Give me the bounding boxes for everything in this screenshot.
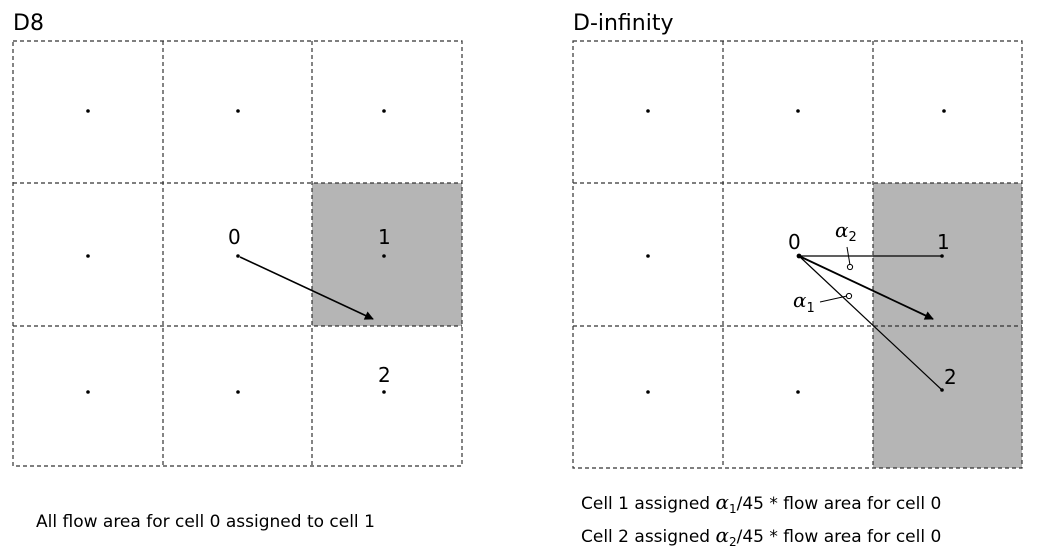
alpha2-label: α2 bbox=[835, 218, 857, 245]
dinf-center-dot bbox=[646, 390, 650, 394]
dinf-panel: D-infinity 0 1 2 bbox=[572, 11, 1023, 549]
dinf-caption-cell2: Cell 2 assigned α2/45 * flow area for ce… bbox=[581, 523, 941, 549]
dinf-center-dot bbox=[796, 390, 800, 394]
dinf-facet-line-2 bbox=[798, 255, 943, 391]
dinf-label-1: 1 bbox=[937, 230, 950, 254]
dinf-center-dot bbox=[796, 109, 800, 113]
d8-shaded-cell-1 bbox=[312, 183, 462, 326]
d8-grid bbox=[12, 40, 463, 467]
alpha1-leader bbox=[819, 295, 848, 303]
dinf-flow-arrow bbox=[798, 255, 934, 320]
dinf-caption-cell1: Cell 1 assigned α1/45 * flow area for ce… bbox=[581, 490, 941, 516]
d8-center-dot bbox=[382, 254, 386, 258]
dinf-title: D-infinity bbox=[573, 11, 674, 36]
d8-center-dot bbox=[236, 254, 240, 258]
d8-caption: All flow area for cell 0 assigned to cel… bbox=[36, 512, 375, 532]
dinf-center-dot bbox=[646, 109, 650, 113]
alpha2-leader bbox=[846, 246, 851, 266]
d8-center-dot bbox=[382, 109, 386, 113]
d8-title: D8 bbox=[13, 11, 44, 36]
dinf-center-dot bbox=[646, 254, 650, 258]
d8-center-dot bbox=[382, 390, 386, 394]
d8-label-1: 1 bbox=[378, 225, 391, 249]
dinf-label-2: 2 bbox=[944, 365, 957, 389]
alpha2-marker bbox=[846, 263, 854, 271]
d8-label-0: 0 bbox=[228, 225, 241, 249]
dinf-center-dot bbox=[942, 109, 946, 113]
d8-flow-arrow bbox=[239, 256, 374, 320]
d8-center-dot bbox=[86, 109, 90, 113]
alpha1-marker bbox=[845, 292, 853, 300]
d8-center-dot bbox=[86, 254, 90, 258]
d8-panel: D8 0 1 2 All flow ar bbox=[12, 11, 463, 532]
dinf-cell-centers bbox=[646, 109, 946, 394]
d8-center-dot bbox=[236, 390, 240, 394]
dinf-grid bbox=[572, 40, 1023, 469]
dinf-label-0: 0 bbox=[788, 230, 801, 254]
alpha1-label: α1 bbox=[793, 288, 815, 316]
d8-center-dot bbox=[86, 390, 90, 394]
d8-label-2: 2 bbox=[378, 363, 391, 387]
d8-center-dot bbox=[236, 109, 240, 113]
d8-cell-centers bbox=[86, 109, 386, 394]
